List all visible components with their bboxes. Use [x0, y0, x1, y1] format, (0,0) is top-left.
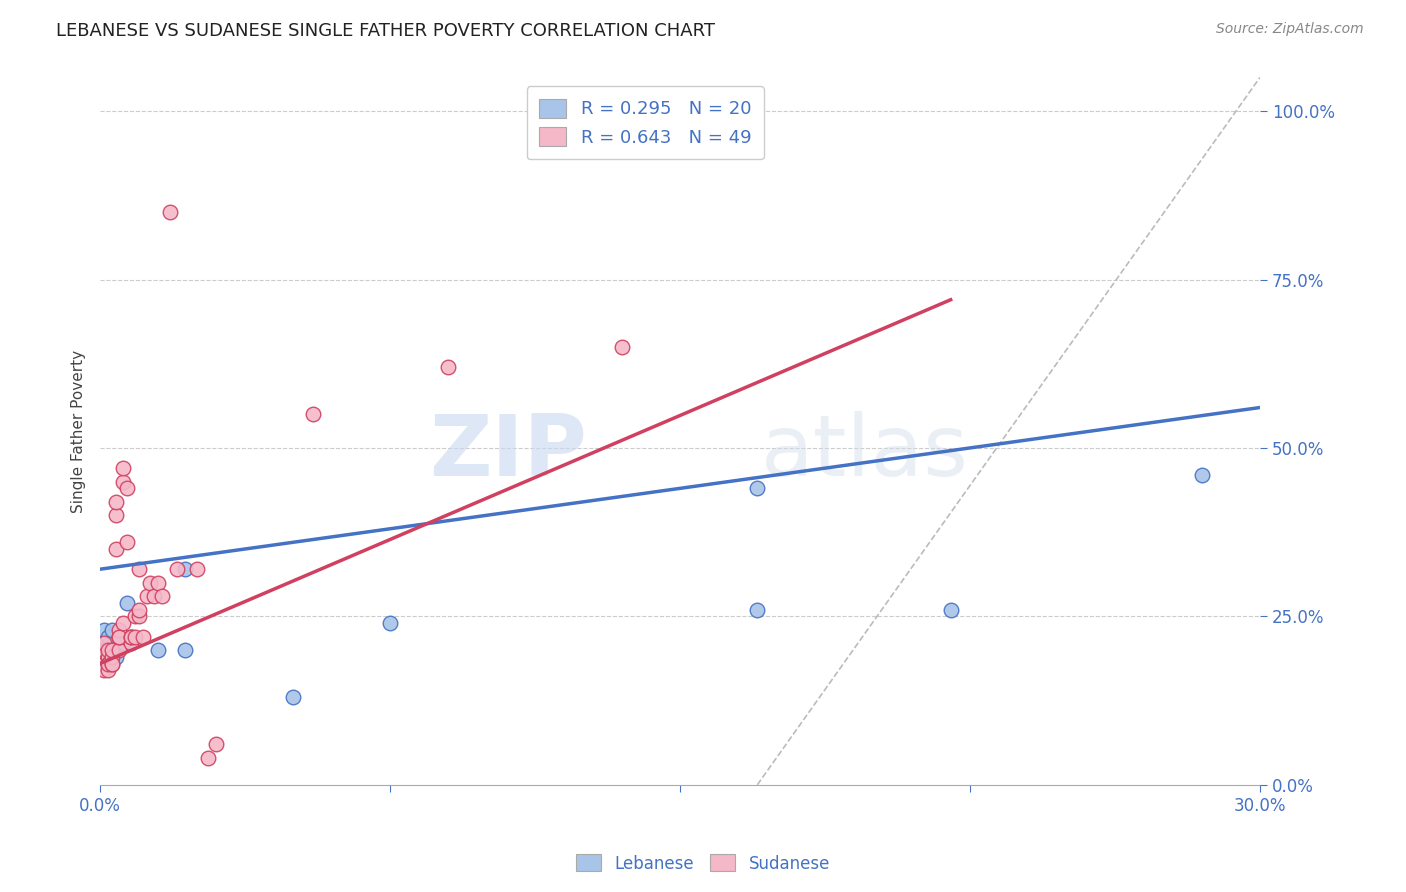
Point: [120, 630, 142, 644]
Text: ZIP: ZIP: [429, 411, 588, 494]
Point: [104, 495, 127, 509]
Point: [100, 643, 122, 657]
Point: [283, 690, 305, 705]
Text: Source: ZipAtlas.com: Source: ZipAtlas.com: [1216, 22, 1364, 37]
Point: [97, 630, 120, 644]
Point: [378, 616, 401, 631]
Point: [186, 562, 208, 576]
Point: [205, 737, 228, 751]
Point: [747, 481, 769, 495]
Point: [100, 657, 122, 671]
Point: [100, 657, 122, 671]
Y-axis label: Single Father Poverty: Single Father Poverty: [72, 350, 86, 513]
Point: [93, 643, 115, 657]
Point: [115, 535, 138, 549]
Point: [97, 657, 120, 671]
Point: [112, 475, 135, 489]
Point: [108, 623, 131, 637]
Point: [437, 360, 460, 375]
Point: [93, 636, 115, 650]
Point: [97, 657, 120, 671]
Point: [104, 508, 127, 523]
Point: [108, 643, 131, 657]
Point: [108, 630, 131, 644]
Point: [1191, 467, 1213, 482]
Point: [131, 630, 153, 644]
Point: [115, 481, 138, 495]
Point: [97, 643, 120, 657]
Point: [150, 589, 173, 603]
Point: [120, 630, 142, 644]
Point: [128, 562, 150, 576]
Text: atlas: atlas: [761, 411, 969, 494]
Point: [301, 407, 323, 421]
Point: [135, 589, 157, 603]
Point: [97, 649, 120, 664]
Point: [143, 589, 166, 603]
Point: [124, 609, 146, 624]
Point: [112, 616, 135, 631]
Point: [93, 657, 115, 671]
Point: [104, 649, 127, 664]
Point: [139, 575, 162, 590]
Point: [93, 643, 115, 657]
Legend: Lebanese, Sudanese: Lebanese, Sudanese: [569, 847, 837, 880]
Point: [610, 340, 633, 354]
Point: [124, 630, 146, 644]
Point: [174, 643, 197, 657]
Point: [120, 636, 142, 650]
Point: [97, 649, 120, 664]
Point: [939, 602, 962, 616]
Point: [166, 562, 188, 576]
Point: [174, 562, 197, 576]
Legend: R = 0.295   N = 20, R = 0.643   N = 49: R = 0.295 N = 20, R = 0.643 N = 49: [526, 87, 763, 160]
Point: [197, 751, 219, 765]
Point: [104, 541, 127, 556]
Point: [128, 602, 150, 616]
Point: [100, 623, 122, 637]
Point: [115, 596, 138, 610]
Point: [146, 575, 169, 590]
Point: [93, 649, 115, 664]
Text: LEBANESE VS SUDANESE SINGLE FATHER POVERTY CORRELATION CHART: LEBANESE VS SUDANESE SINGLE FATHER POVER…: [56, 22, 716, 40]
Point: [120, 630, 142, 644]
Point: [97, 663, 120, 677]
Point: [128, 609, 150, 624]
Point: [93, 657, 115, 671]
Point: [100, 643, 122, 657]
Point: [747, 602, 769, 616]
Point: [108, 630, 131, 644]
Point: [146, 643, 169, 657]
Point: [112, 461, 135, 475]
Point: [159, 205, 181, 219]
Point: [93, 623, 115, 637]
Point: [93, 663, 115, 677]
Point: [108, 630, 131, 644]
Point: [112, 636, 135, 650]
Point: [100, 649, 122, 664]
